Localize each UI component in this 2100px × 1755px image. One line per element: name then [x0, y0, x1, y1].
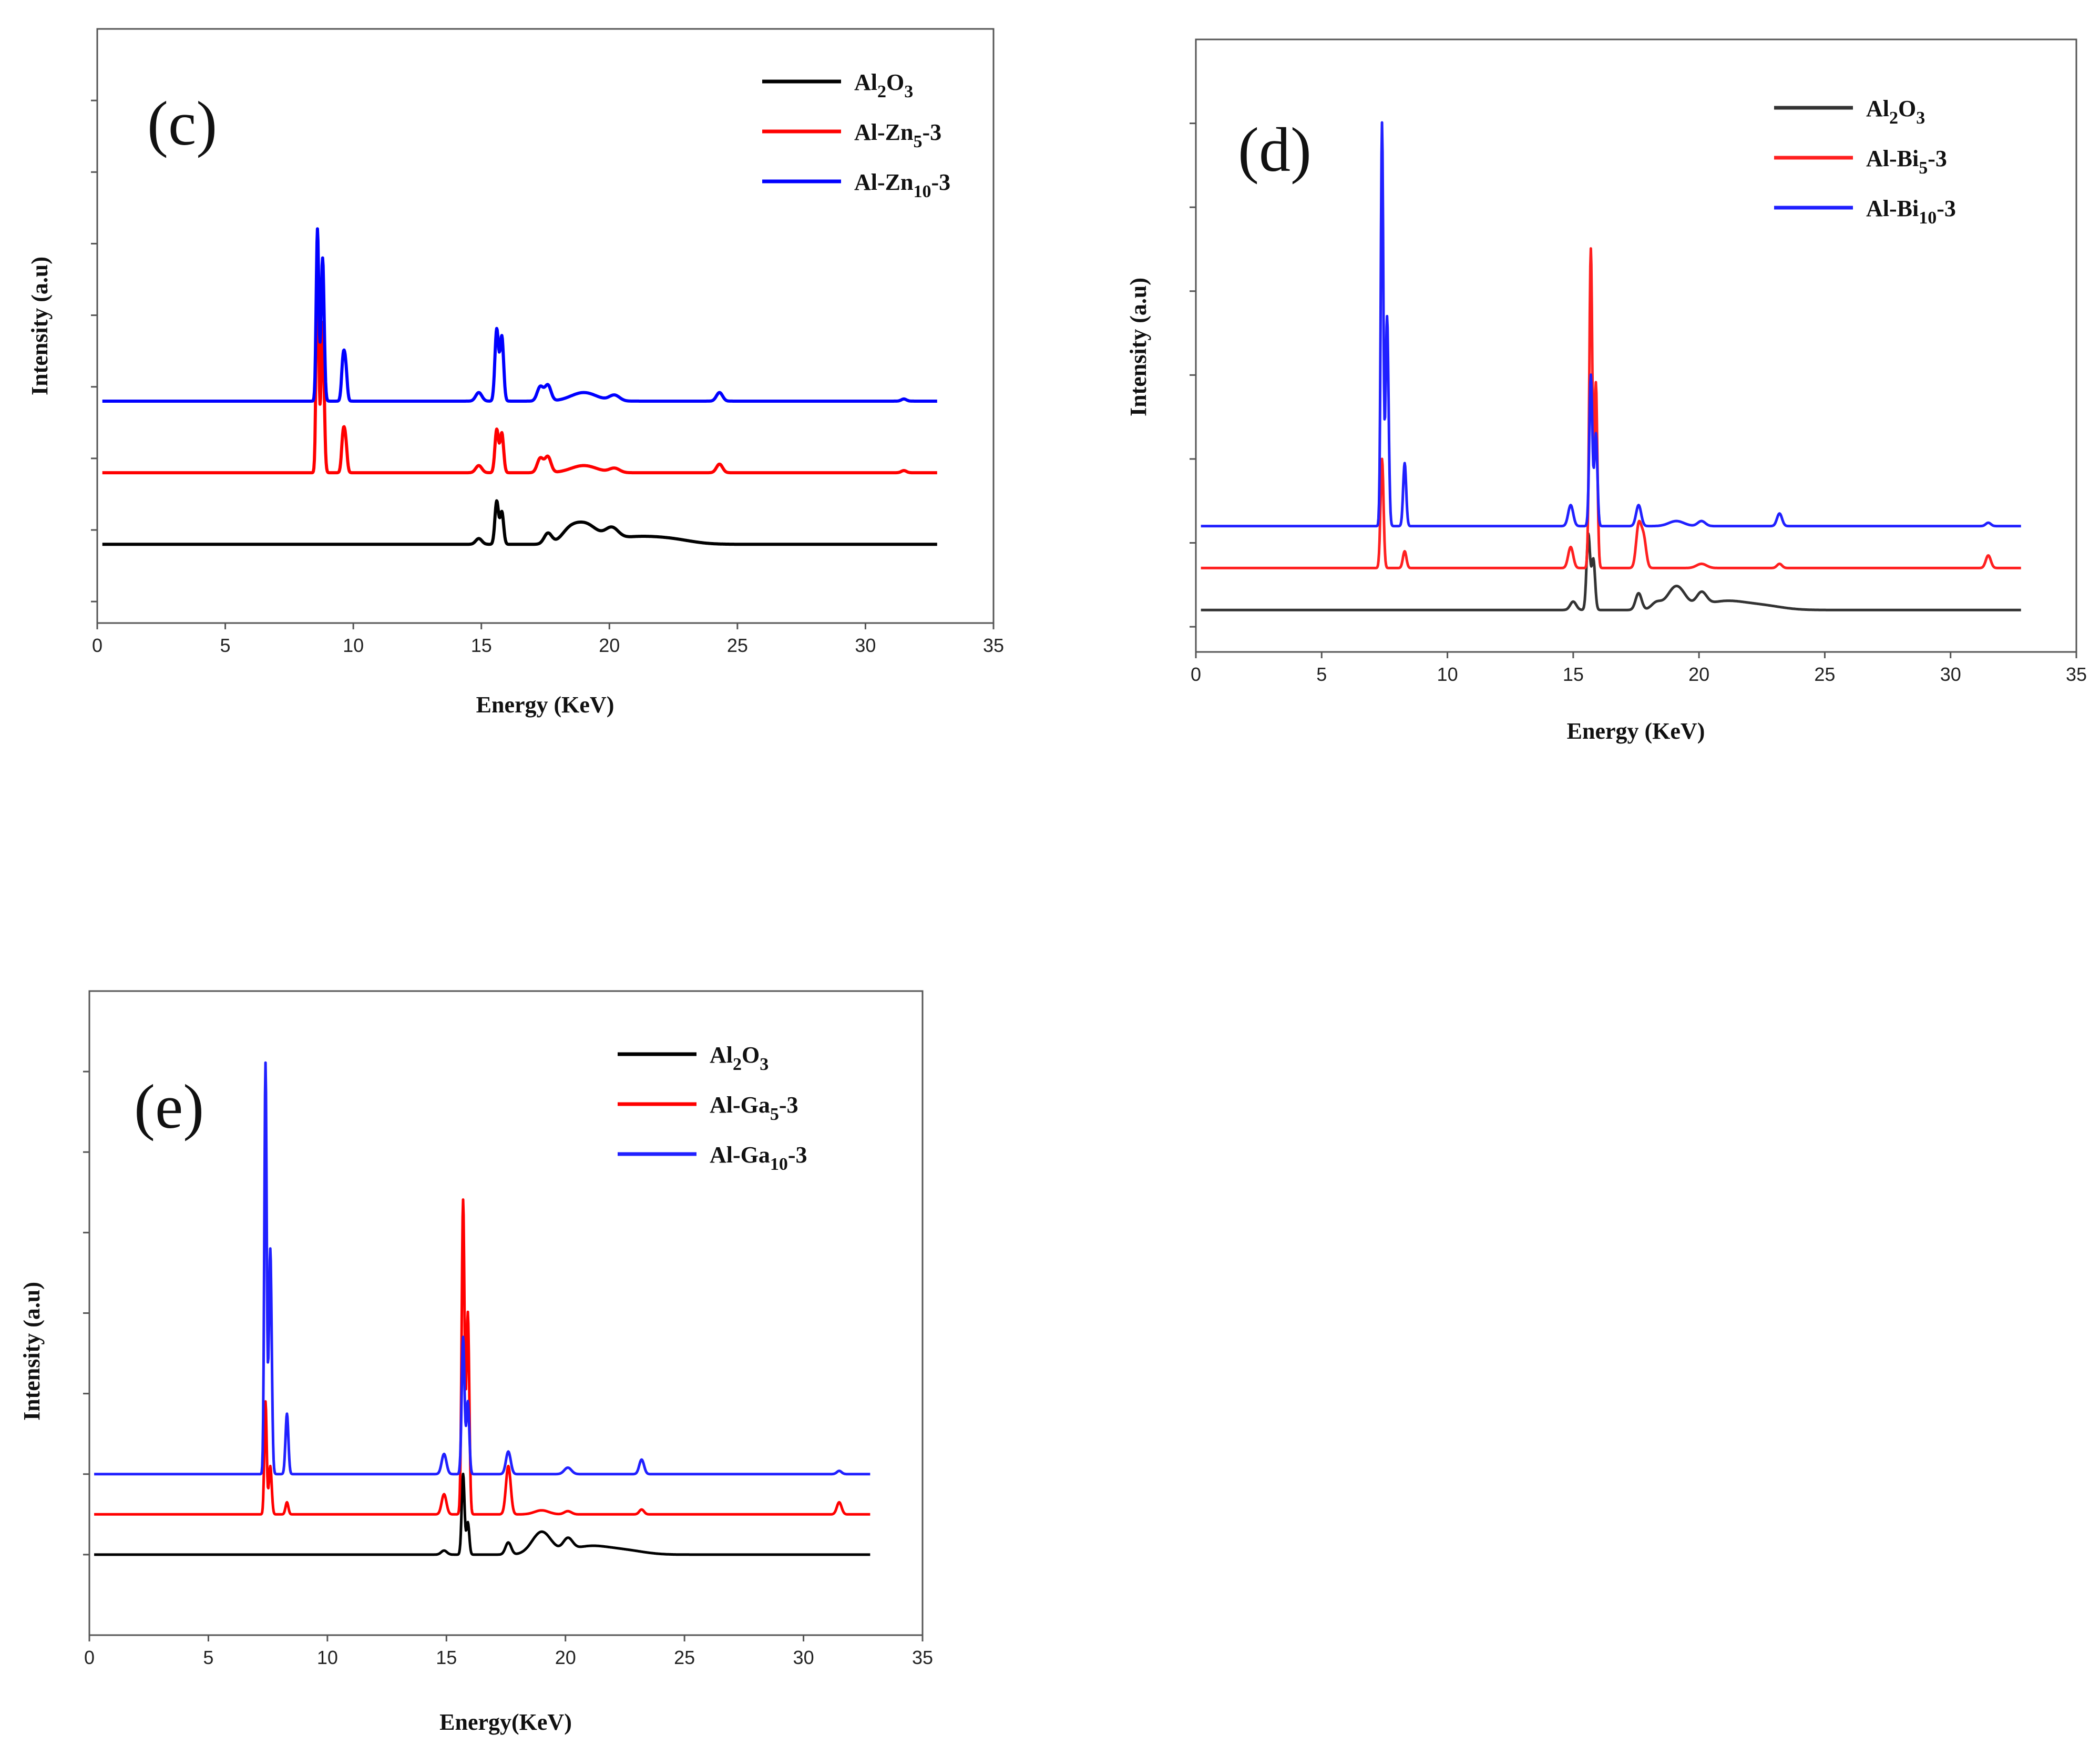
x-axis-title: Energy (KeV): [476, 692, 614, 718]
x-tick-label: 20: [1688, 664, 1709, 685]
x-tick-label: 25: [674, 1647, 695, 1668]
legend-label: Al-Bi5-3: [1866, 146, 1947, 178]
x-tick-label: 5: [220, 635, 231, 656]
plot-frame: [88, 990, 924, 1636]
x-tick-label: 0: [84, 1647, 95, 1668]
x-tick-label: 10: [317, 1647, 338, 1668]
x-tick-label: 20: [599, 635, 620, 656]
y-axis-title: Intensity (a.u): [27, 257, 53, 395]
chart-svg-d: 0 5 10 15 20 25 30 35 (d) Al2O3 Al-Bi5-3 Al-Bi10-…: [1125, 38, 2087, 744]
legend-label: Al2O3: [710, 1042, 769, 1074]
x-tick-label: 20: [555, 1647, 576, 1668]
x-tick-label: 15: [436, 1647, 457, 1668]
x-tick-label: 35: [912, 1647, 933, 1668]
series-line-al-ga5-3: [93, 1198, 871, 1516]
legend-label: Al-Zn5-3: [854, 119, 941, 151]
x-tick-label: 30: [793, 1647, 814, 1668]
series-line-al-zn10-3: [101, 227, 938, 403]
x-axis-title: Energy (KeV): [1567, 718, 1705, 744]
x-tick-label: 30: [1940, 664, 1961, 685]
series-line-al-zn5-3: [101, 241, 938, 475]
series-line-al-ga10-3: [93, 1061, 871, 1476]
series-line-al-bi10-3: [1200, 121, 2022, 528]
plot-frame: [96, 28, 995, 624]
chart-panel-d: 0 5 10 15 20 25 30 35 (d) Al2O3 Al-Bi5-3 Al-Bi10-…: [1099, 26, 2097, 783]
chart-panel-e: 0 5 10 15 20 25 30 35 (e) Al2O3 Al-Ga5-3 Al-Ga10-…: [16, 973, 978, 1751]
x-tick-label: 0: [92, 635, 103, 656]
chart-panel-c: 0 5 10 15 20 25 30 35 (c) Al2O3 Al-Zn5-3 Al-Zn10-…: [21, 0, 1030, 768]
x-tick-label: 10: [343, 635, 364, 656]
legend-label: Al-Ga5-3: [710, 1092, 798, 1124]
panel-label: (e): [134, 1072, 204, 1141]
chart-svg-e: 0 5 10 15 20 25 30 35 (e) Al2O3 Al-Ga5-3 Al-Ga10-…: [19, 990, 933, 1735]
x-tick-label: 15: [471, 635, 492, 656]
x-tick-label: 25: [727, 635, 748, 656]
legend-label: Al-Bi10-3: [1866, 196, 1956, 228]
panel-label: (c): [147, 88, 217, 158]
x-tick-label: 5: [1316, 664, 1327, 685]
series-line-al-bi5-3: [1200, 247, 2022, 569]
x-tick-label: 0: [1191, 664, 1201, 685]
x-tick-label: 15: [1563, 664, 1584, 685]
legend-label: Al-Ga10-3: [710, 1142, 807, 1174]
x-tick-label: 10: [1437, 664, 1458, 685]
x-axis-title: Energy(KeV): [439, 1709, 572, 1735]
plot-frame: [1195, 38, 2077, 653]
panel-label: (d): [1238, 115, 1312, 185]
legend-label: Al-Zn10-3: [854, 169, 950, 201]
x-tick-label: 35: [2066, 664, 2087, 685]
legend-label: Al2O3: [1866, 96, 1925, 128]
x-tick-label: 30: [855, 635, 876, 656]
series-line-al2o3: [93, 1473, 871, 1556]
x-tick-label: 35: [983, 635, 1004, 656]
y-axis-title: Intensity (a.u): [1125, 278, 1151, 416]
x-tick-label: 25: [1814, 664, 1835, 685]
x-tick-label: 5: [203, 1647, 213, 1668]
legend-label: Al2O3: [854, 69, 913, 101]
series-line-al2o3: [1200, 532, 2022, 611]
series-line-al2o3: [101, 499, 938, 546]
chart-svg-c: 0 5 10 15 20 25 30 35 (c) Al2O3 Al-Zn5-3 Al-Zn10-…: [27, 28, 1004, 718]
y-axis-title: Intensity (a.u): [19, 1282, 45, 1421]
